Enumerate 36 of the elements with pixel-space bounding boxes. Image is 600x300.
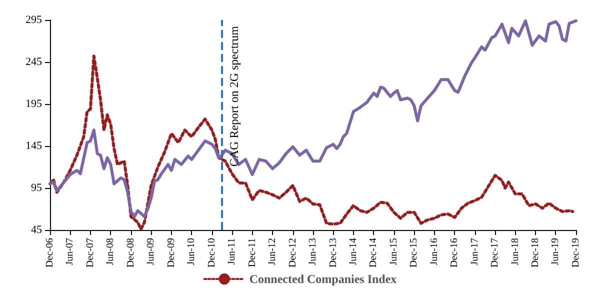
x-tick-label: Jun-18 (510, 238, 521, 266)
y-tick-label: 95 (31, 182, 42, 194)
x-tick-label: Jun-08 (105, 238, 116, 266)
y-tick-label: 245 (26, 56, 42, 68)
x-tick-label: Dec-18 (530, 238, 542, 268)
x-tick-label: Jun-15 (388, 238, 400, 266)
x-tick-label: Dec-15 (408, 238, 420, 268)
x-tick-label: Jun-09 (146, 238, 157, 266)
x-tick-label: Dec-19 (570, 238, 582, 268)
x-tick-label: Dec-08 (125, 238, 136, 268)
x-tick-label: Jun-12 (267, 238, 278, 266)
x-tick-label: Jun-07 (64, 238, 76, 266)
x-tick-label: Dec-11 (246, 238, 258, 268)
x-tick-label: Jun-13 (308, 238, 318, 266)
x-tick-label: Dec-06 (44, 238, 56, 268)
legend-label: Connected Companies Index (249, 272, 397, 286)
x-tick-label: Jun-14 (348, 238, 359, 266)
x-tick-label: Jun-19 (550, 238, 562, 266)
ref-line-label: CAG Report on 2G spectrum (226, 25, 241, 167)
x-tick-label: Dec-09 (166, 238, 177, 268)
x-tick-label: Jun-11 (226, 238, 238, 265)
x-tick-label: Dec-07 (84, 238, 96, 268)
x-tick-label: Dec-12 (287, 238, 298, 268)
x-tick-label: Jun-17 (469, 238, 480, 266)
x-tick-label: Dec-16 (449, 238, 460, 268)
x-tick-label: Jun-10 (186, 238, 198, 266)
y-tick-label: 145 (26, 140, 42, 152)
x-tick-label: Jun-16 (428, 238, 440, 266)
line-series (48, 19, 578, 218)
x-tick-label: Dec-17 (490, 238, 501, 268)
y-tick-label: 45 (31, 224, 42, 236)
x-tick-label: Dec-14 (368, 238, 380, 268)
y-tick-label: 195 (26, 98, 42, 110)
x-tick-label: Dec-13 (328, 238, 339, 268)
y-tick-label: 295 (26, 14, 42, 26)
x-tick-label: Dec-10 (206, 238, 218, 268)
